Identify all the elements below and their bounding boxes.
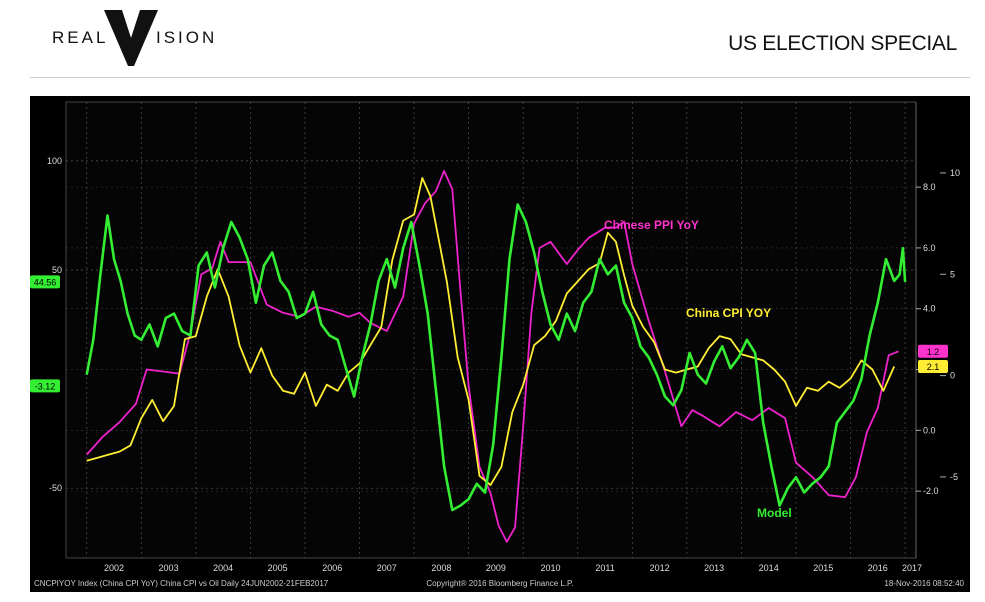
- footer-timestamp: 18-Nov-2016 08:52:40: [884, 579, 964, 588]
- value-badge-label: 44.56: [34, 277, 57, 287]
- logo-left-word: REAL: [52, 28, 109, 47]
- value-badge: [30, 275, 60, 289]
- series-annotation: Model: [757, 506, 792, 520]
- x-tick-label: 2011: [595, 563, 614, 573]
- left-tick-label: 100: [47, 156, 62, 166]
- logo-v-mark: [104, 10, 158, 66]
- series-line: [85, 203, 907, 512]
- x-tick-label: 2006: [322, 563, 342, 573]
- x-tick-label: 2012: [650, 563, 670, 573]
- x-tick-label: 2005: [268, 563, 288, 573]
- edition-title: US ELECTION SPECIAL: [728, 32, 957, 55]
- x-tick-label: 2007: [377, 563, 397, 573]
- right-inner-tick-label: -2.0: [923, 486, 939, 496]
- x-tick-label: 2003: [159, 563, 179, 573]
- header-divider: [30, 77, 970, 78]
- x-tick-label: 2016: [868, 563, 888, 573]
- x-tick-label: 2013: [704, 563, 724, 573]
- right-inner-tick-label: 4.0: [923, 304, 936, 314]
- series-annotation: China CPI YOY: [686, 306, 771, 320]
- right-inner-tick-label: 8.0: [923, 182, 936, 192]
- right-outer-tick-label: 0: [950, 371, 955, 381]
- x-tick-label: 2008: [431, 563, 451, 573]
- series-line: [86, 170, 899, 543]
- x-tick-label: 2009: [486, 563, 506, 573]
- series-annotation: Chinese PPI YoY: [604, 218, 699, 232]
- value-badge-label: 2.1: [927, 362, 940, 372]
- value-badge-label: -3.12: [35, 381, 56, 391]
- value-badge: [918, 344, 948, 358]
- right-outer-tick-label: 10: [950, 168, 960, 178]
- footer-copyright: Copyright® 2016 Bloomberg Finance L.P.: [426, 579, 573, 588]
- right-inner-tick-label: 6.0: [923, 243, 936, 253]
- footer-left: CNCPIYOY Index (China CPI YoY) China CPI…: [34, 579, 329, 588]
- x-tick-label: 2002: [104, 563, 124, 573]
- x-tick-label: 2017: [902, 563, 922, 573]
- x-tick-label: 2004: [213, 563, 233, 573]
- bloomberg-chart-panel: 100 50 -50 2002 2003 2004 2005 2006 2007 2008 2009…: [30, 96, 970, 592]
- left-tick-label: 50: [52, 265, 62, 275]
- page-header: REAL ISION US ELECTION SPECIAL: [0, 0, 985, 80]
- right-outer-tick-label: -5: [950, 472, 958, 482]
- x-tick-label: 2014: [759, 563, 779, 573]
- value-badge: [918, 359, 948, 373]
- right-inner-tick-label: 0.0: [923, 425, 936, 435]
- value-badge-label: 1.2: [927, 347, 940, 357]
- left-tick-label: -50: [49, 483, 62, 493]
- x-tick-label: 2010: [540, 563, 560, 573]
- real-vision-logo[interactable]: REAL ISION: [52, 8, 222, 68]
- x-tick-label: 2015: [813, 563, 833, 573]
- value-badge: [30, 379, 60, 393]
- logo-right-word: ISION: [156, 28, 218, 47]
- right-outer-tick-label: 5: [950, 269, 955, 279]
